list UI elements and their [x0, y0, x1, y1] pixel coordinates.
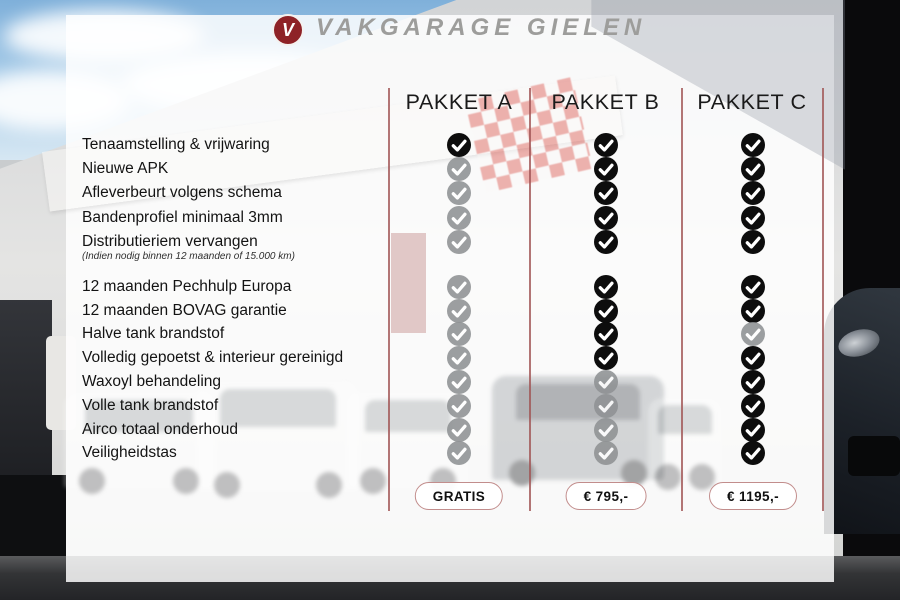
check-circle-icon: [447, 322, 471, 347]
price-button-pakket-a[interactable]: GRATIS: [414, 482, 504, 510]
price-button-pakket-b[interactable]: € 795,-: [565, 482, 647, 510]
feature-label: Halve tank brandstof: [82, 325, 225, 343]
column-header-pakket-c: PAKKET C: [697, 90, 807, 114]
check-circle-icon: [447, 274, 471, 299]
feature-note: (Indien nodig binnen 12 maanden of 15.00…: [82, 250, 295, 262]
check-circle-icon: [741, 133, 765, 158]
column-divider: [388, 88, 390, 511]
check-circle-icon: [741, 346, 765, 371]
feature-label: Bandenprofiel minimaal 3mm: [82, 208, 283, 226]
check-circle-icon: [447, 133, 471, 158]
check-circle-icon: [741, 393, 765, 418]
feature-label: Nieuwe APK: [82, 160, 169, 178]
column-header-pakket-a: PAKKET A: [405, 90, 513, 114]
check-circle-icon: [594, 298, 618, 323]
check-circle-icon: [447, 181, 471, 206]
column-divider: [528, 88, 531, 511]
check-circle-icon: [741, 205, 765, 230]
check-circle-icon: [741, 417, 765, 442]
column-header-pakket-b: PAKKET B: [551, 90, 660, 114]
check-circle-icon: [594, 157, 618, 182]
feature-label: Afleverbeurt volgens schema: [82, 184, 282, 202]
feature-row: Airco totaal onderhoud: [82, 417, 823, 442]
column-divider: [822, 88, 824, 511]
feature-rows: Tenaamstelling & vrijwaring Nieuwe APK: [82, 133, 823, 466]
check-circle-icon: [594, 441, 618, 466]
feature-row: Halve tank brandstof: [82, 322, 823, 347]
check-circle-icon: [741, 370, 765, 395]
check-circle-icon: [594, 322, 618, 347]
feature-label: Airco totaal onderhoud: [82, 420, 238, 438]
feature-row: 12 maanden Pechhulp Europa: [82, 274, 823, 299]
feature-label: 12 maanden Pechhulp Europa: [82, 277, 292, 295]
check-circle-icon: [741, 298, 765, 323]
check-circle-icon: [447, 393, 471, 418]
check-circle-icon: [741, 181, 765, 206]
feature-row: Volle tank brandstof: [82, 393, 823, 418]
check-circle-icon: [447, 157, 471, 182]
check-circle-icon: [447, 441, 471, 466]
check-circle-icon: [741, 441, 765, 466]
feature-row: Nieuwe APK: [82, 157, 823, 182]
check-circle-icon: [594, 274, 618, 299]
check-circle-icon: [594, 205, 618, 230]
feature-row: Tenaamstelling & vrijwaring: [82, 133, 823, 158]
check-circle-icon: [594, 229, 618, 254]
check-circle-icon: [741, 322, 765, 347]
check-circle-icon: [594, 417, 618, 442]
check-circle-icon: [594, 370, 618, 395]
check-circle-icon: [741, 229, 765, 254]
column-divider: [681, 88, 683, 511]
feature-label: 12 maanden BOVAG garantie: [82, 301, 287, 319]
feature-label: Volle tank brandstof: [82, 396, 219, 414]
feature-label: Volledig gepoetst & interieur gereinigd: [82, 349, 344, 367]
feature-row: Bandenprofiel minimaal 3mm: [82, 205, 823, 230]
feature-label: Veiligheidstas: [82, 444, 177, 462]
price-button-pakket-c[interactable]: € 1195,-: [709, 482, 797, 510]
check-circle-icon: [447, 417, 471, 442]
check-circle-icon: [447, 298, 471, 323]
feature-row: Distributieriem vervangen (Indien nodig …: [82, 229, 823, 267]
check-circle-icon: [447, 205, 471, 230]
check-circle-icon: [741, 157, 765, 182]
feature-row: 12 maanden BOVAG garantie: [82, 298, 823, 323]
check-circle-icon: [447, 346, 471, 371]
check-circle-icon: [594, 393, 618, 418]
feature-row: Afleverbeurt volgens schema: [82, 181, 823, 206]
check-circle-icon: [447, 370, 471, 395]
feature-row: Veiligheidstas: [82, 441, 823, 466]
feature-row: Waxoyl behandeling: [82, 370, 823, 395]
car-grille: [848, 436, 900, 476]
feature-label: Waxoyl behandeling: [82, 373, 222, 391]
check-circle-icon: [594, 133, 618, 158]
check-circle-icon: [594, 181, 618, 206]
check-circle-icon: [447, 229, 471, 254]
feature-row: Volledig gepoetst & interieur gereinigd: [82, 346, 823, 371]
feature-label: Distributieriem vervangen: [82, 232, 258, 250]
feature-label: Tenaamstelling & vrijwaring: [82, 136, 270, 154]
check-circle-icon: [594, 346, 618, 371]
check-circle-icon: [741, 274, 765, 299]
